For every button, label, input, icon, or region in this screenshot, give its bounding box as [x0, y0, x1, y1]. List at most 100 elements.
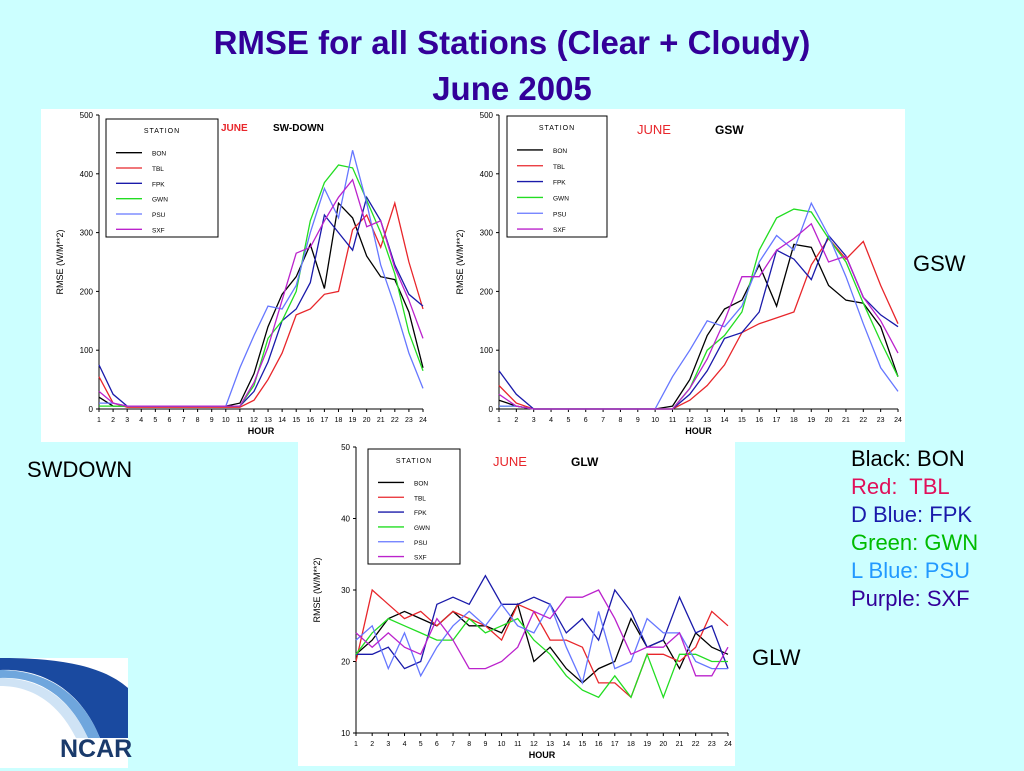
x-tick-label: 9: [483, 741, 487, 748]
chart-title-month: JUNE: [221, 123, 248, 134]
x-tick-label: 10: [222, 417, 230, 424]
x-tick-label: 22: [391, 417, 399, 424]
x-tick-label: 7: [451, 741, 455, 748]
x-tick-label: 12: [250, 417, 258, 424]
y-axis-label: RMSE (W/M**2): [455, 229, 465, 294]
x-tick-label: 10: [651, 417, 659, 424]
x-tick-label: 1: [97, 417, 101, 424]
key-psu: L Blue: PSU: [851, 558, 971, 583]
x-tick-label: 17: [320, 417, 328, 424]
x-tick-label: 7: [182, 417, 186, 424]
series-line-sxf: [498, 222, 899, 410]
x-tick-label: 17: [773, 417, 781, 424]
y-tick-label: 200: [80, 287, 94, 296]
key-sxf: Purple: SXF: [851, 586, 970, 611]
x-tick-label: 3: [125, 417, 129, 424]
x-tick-label: 23: [708, 741, 716, 748]
legend-label-gwn: GWN: [553, 195, 569, 202]
legend-label-sxf: SXF: [414, 555, 427, 562]
y-tick-label: 300: [80, 229, 94, 238]
x-tick-label: 19: [643, 741, 651, 748]
series-line-sxf: [98, 178, 424, 407]
chart-title-month: JUNE: [637, 122, 671, 137]
x-tick-label: 9: [210, 417, 214, 424]
x-tick-label: 14: [562, 741, 570, 748]
y-tick-label: 400: [480, 170, 494, 179]
y-axis-label: RMSE (W/M**2): [55, 229, 65, 294]
legend-label-fpk: FPK: [553, 180, 566, 187]
x-tick-label: 5: [419, 741, 423, 748]
x-axis-label: HOUR: [248, 426, 275, 436]
x-tick-label: 1: [497, 417, 501, 424]
x-tick-label: 13: [264, 417, 272, 424]
y-tick-label: 0: [489, 405, 494, 414]
x-tick-label: 7: [601, 417, 605, 424]
y-axis-label: RMSE (W/M**2): [312, 557, 322, 622]
x-axis-label: HOUR: [685, 426, 712, 436]
x-tick-label: 8: [467, 741, 471, 748]
x-tick-label: 2: [514, 417, 518, 424]
legend-label-tbl: TBL: [152, 166, 164, 173]
label-swdown: SWDOWN: [27, 457, 133, 482]
legend-label-bon: BON: [414, 480, 428, 487]
x-tick-label: 12: [530, 741, 538, 748]
x-tick-label: 4: [549, 417, 553, 424]
title-line-1: RMSE for all Stations (Clear + Cloudy): [213, 24, 811, 61]
x-tick-label: 15: [292, 417, 300, 424]
x-tick-label: 19: [349, 417, 357, 424]
legend-label-sxf: SXF: [553, 227, 566, 234]
chart-gsw: 0 100 200 300 400 500 1 2 3 4 5 6 7 8 9 10 11 12 13 14 15 16 1…: [427, 109, 905, 442]
logo-text: NCAR: [60, 735, 133, 763]
legend-title: STATION: [539, 125, 575, 132]
chart-title-variable: GLW: [571, 455, 599, 469]
x-tick-label: 6: [584, 417, 588, 424]
legend-title: STATION: [144, 128, 180, 135]
chart-title-month: JUNE: [493, 454, 527, 469]
x-axis-label: HOUR: [529, 750, 556, 760]
title-line-2: June 2005: [432, 70, 592, 107]
x-tick-label: 15: [738, 417, 746, 424]
series-line-gwn: [355, 617, 728, 700]
x-tick-label: 17: [611, 741, 619, 748]
x-tick-label: 4: [403, 741, 407, 748]
y-tick-label: 100: [480, 346, 494, 355]
y-tick-label: 10: [341, 729, 350, 738]
series-line-tbl: [355, 588, 729, 699]
series-line-bon: [498, 243, 899, 410]
legend-label-fpk: FPK: [152, 181, 165, 188]
x-tick-label: 2: [370, 741, 374, 748]
legend-label-tbl: TBL: [553, 164, 565, 171]
x-tick-label: 9: [636, 417, 640, 424]
key-bon: Black: BON: [851, 446, 965, 471]
chart-swdown: 0 100 200 300 400 500 1 2 3 4 5 6 7 8 9 10 11 12 13 14 15 16 1…: [41, 109, 441, 442]
ncar-swoosh-icon: [0, 658, 128, 738]
legend-label-bon: BON: [553, 148, 567, 155]
legend-box: [367, 448, 461, 565]
x-tick-label: 2: [111, 417, 115, 424]
x-tick-label: 16: [306, 417, 314, 424]
legend-title: STATION: [396, 458, 432, 465]
series-line-gwn: [499, 208, 899, 410]
key-tbl: Red: TBL: [851, 474, 950, 499]
x-tick-label: 10: [498, 741, 506, 748]
label-glw: GLW: [752, 645, 801, 670]
station-color-key: Black: BON Red: TBL D Blue: FPK Green: G…: [851, 445, 1021, 613]
x-tick-label: 5: [566, 417, 570, 424]
y-tick-label: 40: [341, 515, 350, 524]
legend-label-gwn: GWN: [414, 525, 430, 532]
x-tick-label: 14: [278, 417, 286, 424]
x-tick-label: 11: [514, 741, 521, 748]
series-line-sxf: [355, 589, 729, 677]
label-gsw: GSW: [913, 251, 966, 276]
x-tick-label: 24: [894, 417, 902, 424]
x-tick-label: 12: [686, 417, 694, 424]
x-tick-label: 18: [627, 741, 635, 748]
legend-label-bon: BON: [152, 151, 166, 158]
x-tick-label: 23: [877, 417, 885, 424]
key-fpk: D Blue: FPK: [851, 502, 973, 527]
x-tick-label: 20: [825, 417, 833, 424]
key-gwn: Green: GWN: [851, 530, 979, 555]
